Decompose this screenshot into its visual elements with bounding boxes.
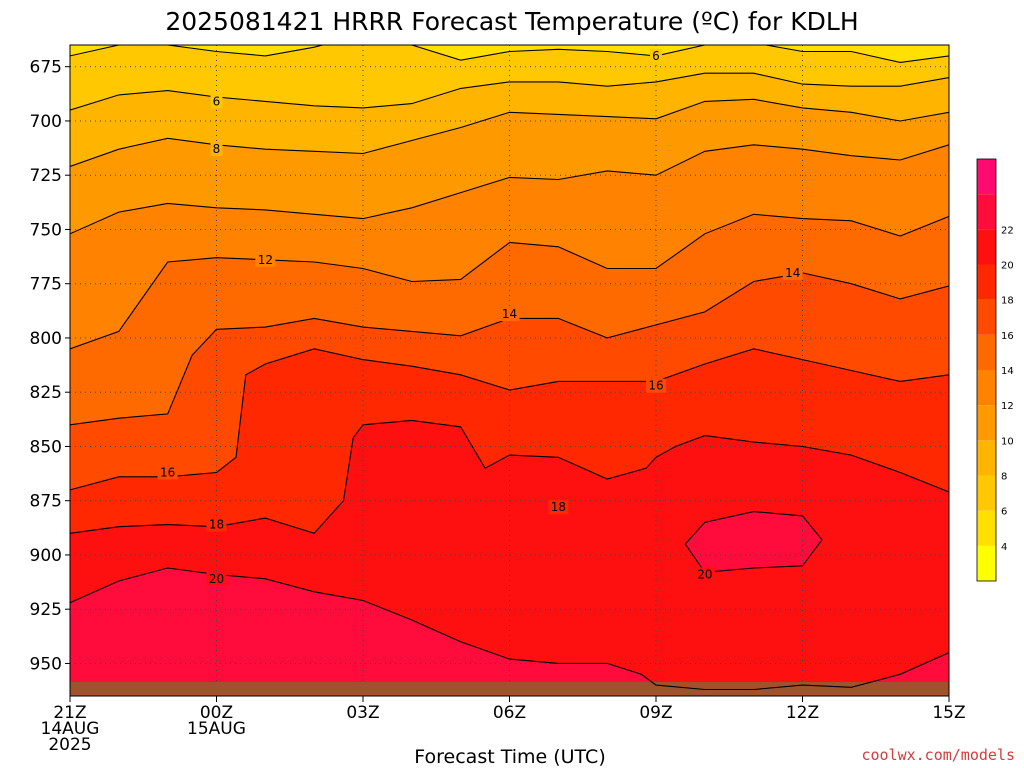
contour-labels: 6 6 8 12 14 14 16 16 18 18 20 20	[157, 48, 803, 586]
contour-label: 12	[258, 253, 273, 267]
colorbar-segment	[977, 229, 996, 265]
colorbar-tick-label: 16	[1001, 331, 1014, 342]
contour-label: 14	[785, 266, 800, 280]
y-tick-label: 700	[30, 112, 62, 132]
contour-label-bg	[255, 252, 276, 267]
y-tick-label: 775	[30, 275, 62, 295]
contour-label: 6	[213, 94, 221, 108]
isotherm-closed-22	[684, 511, 823, 573]
colorbar-tick-label: 18	[1001, 296, 1014, 307]
x-tick-label: 2025	[48, 735, 91, 755]
colorbar-segment	[977, 545, 996, 581]
contour-label: 8	[213, 142, 221, 156]
contour-label: 16	[648, 379, 663, 393]
colorbar-segment	[977, 475, 996, 511]
colorbar-tick-label: 14	[1001, 366, 1014, 377]
y-tick-label: 925	[30, 600, 62, 620]
colorbar-segment	[977, 264, 996, 300]
y-tick-label: 825	[30, 383, 62, 403]
colorbar-frame	[976, 158, 997, 582]
x-tick-label: 21Z	[53, 703, 86, 723]
colorbar-segment	[977, 370, 996, 406]
x-tick-label: 12Z	[786, 703, 819, 723]
y-tick-label: 725	[30, 166, 62, 186]
contour-label-bg	[694, 567, 715, 582]
colorbar-tick-label: 20	[1001, 261, 1014, 272]
colorbar-tick-label: 22	[1001, 225, 1014, 236]
y-tick-label: 950	[30, 654, 62, 674]
y-tick-label: 875	[30, 492, 62, 512]
colorbar-tick-label: 12	[1001, 401, 1014, 412]
isotherm-6	[70, 45, 949, 63]
y-tick-label: 675	[30, 58, 62, 78]
contour-label-bg	[548, 500, 569, 515]
x-tick-label: 03Z	[346, 703, 379, 723]
isotherm-20	[70, 419, 949, 534]
colorbar-tick-label: 6	[1001, 507, 1007, 518]
credit-text: coolwx.com/models	[861, 746, 1015, 764]
colorbar-tick-label: 10	[1001, 436, 1014, 447]
contour-label: 14	[502, 307, 517, 321]
y-tick-label: 850	[30, 437, 62, 457]
contour-label: 18	[209, 518, 224, 532]
y-tick-label: 750	[30, 220, 62, 240]
colorbar-segment	[977, 299, 996, 335]
isotherm-18	[70, 348, 949, 491]
colorbar: 4 6 8 10 12 14 16 18 20 22	[976, 158, 1014, 582]
contour-label-bg	[206, 517, 227, 532]
contour-label: 18	[551, 500, 566, 514]
band-above-22	[70, 568, 949, 696]
temperature-fill	[70, 45, 949, 696]
x-tick-label: 06Z	[493, 703, 526, 723]
contour-label: 20	[209, 572, 224, 586]
contour-label-bg	[646, 378, 666, 393]
isotherm-12	[70, 144, 949, 235]
contour-label-bg	[206, 571, 227, 586]
chart-title: 2025081421 HRRR Forecast Temperature (ºC…	[165, 7, 858, 36]
ground-strip	[70, 682, 949, 696]
contour-label-bg	[782, 265, 803, 280]
contour-label-bg	[210, 94, 223, 109]
contour-label: 6	[652, 49, 660, 63]
contour-label-bg	[499, 307, 520, 322]
contour-label: 20	[697, 567, 712, 581]
colorbar-segment	[977, 510, 996, 546]
contour-label-bg	[650, 48, 662, 63]
isotherm-14	[70, 213, 949, 350]
x-tick-label: 14AUG	[41, 719, 100, 739]
colorbar-segment	[977, 159, 996, 195]
contour-label-bg	[210, 142, 223, 157]
x-tick-label: 00Z	[200, 703, 233, 723]
y-axis: 675 700 725 750 775 800 825 850 875 900 925 950	[30, 58, 70, 674]
x-tick-label: 15Z	[932, 703, 965, 723]
y-tick-label: 800	[30, 329, 62, 349]
y-tick-label: 900	[30, 546, 62, 566]
contour-label-bg	[157, 465, 178, 480]
x-tick-label: 09Z	[639, 703, 672, 723]
x-tick-label: 15AUG	[187, 719, 246, 739]
colorbar-segment	[977, 334, 996, 370]
colorbar-segment	[977, 405, 996, 441]
colorbar-segment	[977, 194, 996, 230]
colorbar-tick-label: 8	[1001, 472, 1007, 483]
colorbar-segment	[977, 440, 996, 476]
colorbar-tick-label: 4	[1001, 542, 1007, 553]
contour-label: 16	[160, 465, 175, 479]
x-axis-label: Forecast Time (UTC)	[414, 746, 605, 768]
band-closed-22	[685, 511, 822, 573]
